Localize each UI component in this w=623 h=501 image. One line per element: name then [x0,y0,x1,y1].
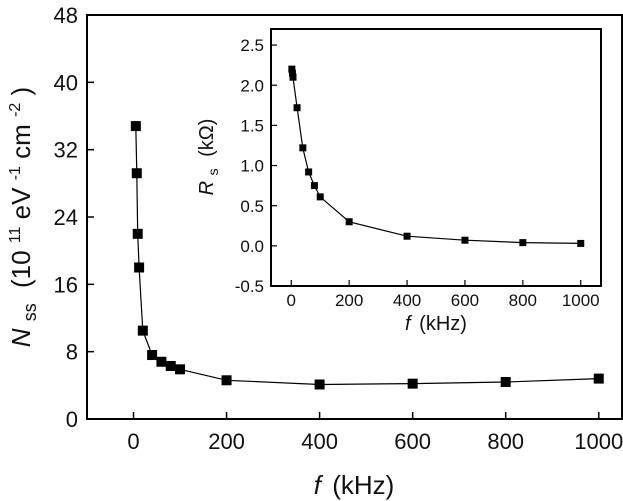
inset-data-point [310,182,318,190]
main-data-point [407,378,418,389]
inset-x-axis-symbol: f [405,313,413,335]
inset-data-point [288,65,296,73]
inset-data-point [316,193,324,201]
main-y-axis-mid2: cm [6,124,36,159]
main-x-tick-label: 600 [394,429,431,454]
inset-x-tick-label: 1000 [562,291,600,310]
main-y-tick-label: 40 [54,70,78,95]
inset-x-tick-label: 0 [287,291,296,310]
inset-data-point [293,104,301,112]
inset-y-tick-label: -0.5 [235,277,264,296]
inset-x-axis-title: f (kHz) [405,313,467,335]
main-y-axis-exp1: 11 [7,226,24,243]
inset-x-axis-unit: (kHz) [419,313,467,335]
inset-y-tick-label: 2.0 [240,76,264,95]
inset-data-point [288,69,296,77]
inset-y-tick-label: 0.0 [240,237,264,256]
main-x-axis-unit: (kHz) [332,470,394,500]
main-data-point [221,375,232,386]
main-data-point [137,325,148,336]
main-data-point [500,376,511,387]
main-x-tick-label: 1000 [574,429,623,454]
inset-y-tick-label: 1.5 [240,116,264,135]
inset-data-point [461,236,469,244]
main-y-tick-label: 48 [54,3,78,28]
main-y-tick-label: 0 [66,407,78,432]
inset-data-point [345,218,353,226]
main-y-axis-sub: ss [20,303,40,321]
main-y-axis-symbol: N [6,328,36,347]
main-data-point [131,168,142,179]
main-y-tick-label: 32 [54,138,78,163]
inset-data-point [299,144,307,152]
inset-x-tick-label: 600 [451,291,479,310]
main-y-tick-label: 16 [54,272,78,297]
main-y-tick-label: 8 [66,340,78,365]
inset-plot: 0 200 400 600 800 1000-0.50.00.51.01.52.02.5 … [196,28,602,335]
inset-series-line [291,69,581,244]
main-plot-frame [86,14,623,420]
main-data-point [132,228,143,239]
inset-data-point [305,168,313,176]
inset-x-tick-label: 200 [335,291,363,310]
inset-y-axis-sub: s [205,168,221,175]
main-data-point [156,356,167,367]
main-y-tick-label: 24 [54,205,78,230]
inset-data-point [289,73,297,81]
main-y-axis-unit-open: (10 [6,250,36,288]
main-y-axis-title: N ss (10 11 eV -1 cm -2 ) [0,87,42,347]
main-plot: 0 200 400 600 800 1000 0 8 16 24 32 40 48 f (kHz) N … [0,3,623,500]
inset-data-point [403,232,411,240]
main-x-axis-symbol: f [314,470,324,500]
main-y-axis-exp2: -1 [7,166,24,180]
inset-y-tick-label: 0.5 [240,197,264,216]
main-data-point [314,379,325,390]
main-data-point [130,121,141,132]
inset-y-tick-label: 1.0 [240,157,264,176]
main-data-point [165,360,176,371]
inset-x-tick-label: 800 [509,291,537,310]
main-y-axis-close: ) [6,87,36,96]
inset-data-point [519,239,527,247]
main-x-tick-label: 200 [208,429,245,454]
main-data-point [175,364,186,375]
main-data-point [134,262,145,273]
inset-y-axis-symbol: R [196,181,218,195]
inset-y-axis-title: R s (kΩ) [196,119,223,196]
main-x-tick-label: 800 [487,429,524,454]
main-data-point [147,350,158,361]
main-y-axis-exp3: -2 [7,103,24,117]
main-x-axis-title: f (kHz) [314,470,395,500]
inset-y-tick-label: 2.5 [240,36,264,55]
inset-x-tick-label: 400 [393,291,421,310]
inset-data-point [577,239,585,247]
inset-y-axis-unit: (kΩ) [196,119,218,157]
inset-plot-frame [270,28,602,287]
main-data-point [593,373,604,384]
main-x-tick-label: 400 [301,429,338,454]
main-y-axis-mid: eV [6,187,36,219]
main-x-tick-label: 0 [127,429,139,454]
